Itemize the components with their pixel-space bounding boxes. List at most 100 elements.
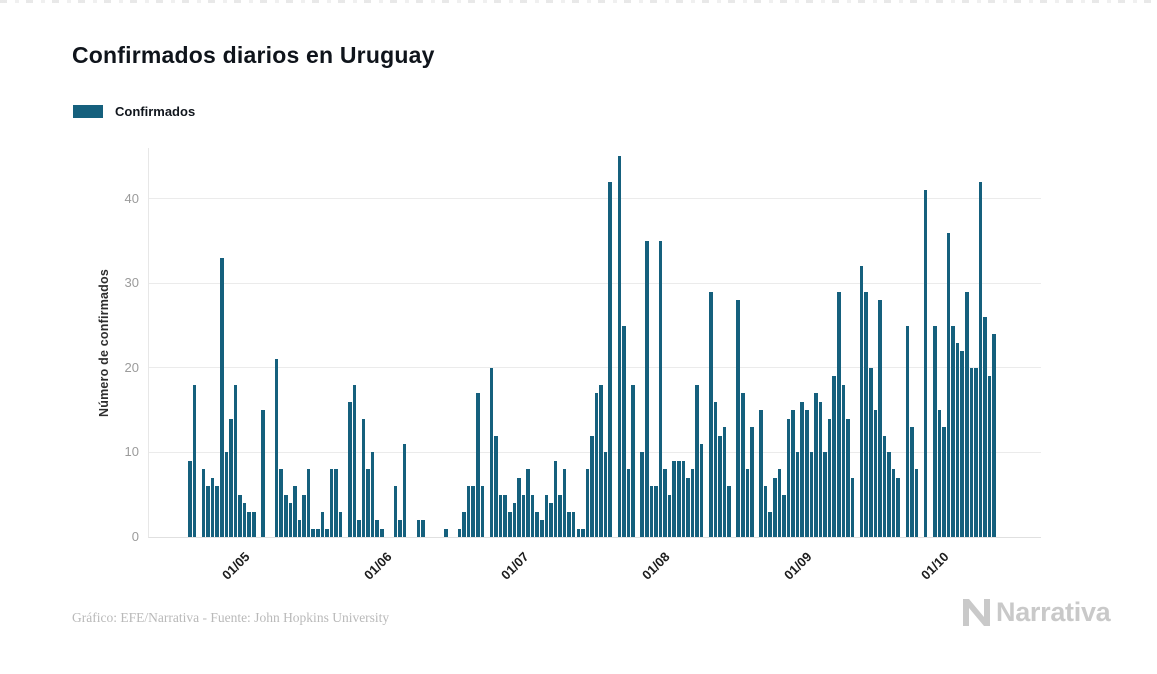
bar-day-42 [375,520,379,537]
bar-day-62 [466,486,471,537]
bar-day-73 [517,477,521,537]
bar-day-160 [914,469,919,537]
bar-day-143 [837,291,841,537]
y-tick-label-0: 0 [131,529,139,544]
bar-day-43 [379,528,384,537]
bar-day-172 [969,367,974,537]
bar-day-70 [503,494,507,537]
bar-day-144 [841,384,846,537]
bar-day-135 [800,401,805,537]
bar-day-129 [773,477,777,537]
bar-day-61 [462,511,466,537]
bar-day-146 [850,477,855,537]
bar-day-1 [188,460,192,537]
bar-day-131 [782,494,786,537]
bar-day-139 [818,401,823,537]
bar-day-15 [251,511,256,537]
bar-day-86 [576,528,581,537]
bar-day-127 [763,486,768,537]
bar-day-48 [402,443,407,537]
bar-day-141 [827,418,832,537]
x-tick-label-01-08: 01/08 [639,549,674,583]
bar-day-104 [658,241,663,537]
bar-day-71 [507,511,512,537]
bar-day-13 [242,503,247,537]
bar-day-51 [416,520,421,537]
bar-day-124 [750,427,754,537]
bar-day-110 [686,477,690,537]
bar-day-8 [219,257,224,537]
y-axis-title: Número de confirmados [97,268,111,417]
bar-day-155 [891,469,896,537]
bar-day-81 [553,460,558,537]
source-credit: Gráfico: EFE/Narrativa - Fuente: John Ho… [72,610,390,625]
bar-day-9 [224,452,229,537]
legend-swatch [73,105,103,118]
bar-day-173 [974,367,978,537]
bar-day-79 [544,494,549,537]
bar-day-106 [667,494,672,537]
bar-day-158 [905,325,910,537]
narrativa-logo: Narrativa [963,597,1111,627]
bar-day-92 [603,452,608,537]
bar-day-164 [933,325,937,537]
bar-day-23 [288,503,293,537]
bar-day-176 [987,376,992,537]
bar-day-145 [846,418,850,537]
bar-day-29 [315,528,320,537]
bar-day-140 [823,452,827,537]
bar-day-93 [608,181,613,537]
bar-day-91 [599,384,603,537]
bar-day-148 [859,266,864,537]
gridline-40 [149,198,1041,200]
bar-day-98 [631,384,635,537]
bar-day-159 [910,427,914,537]
bar-day-2 [192,384,197,537]
bar-day-64 [475,393,480,537]
bar-day-149 [864,291,868,537]
y-tick-label-30: 30 [124,275,139,291]
bar-day-117 [718,435,722,537]
bar-day-74 [521,494,526,537]
bar-day-89 [590,435,594,537]
bar-day-138 [814,393,818,537]
bar-day-169 [955,342,960,537]
bar-day-137 [809,452,814,537]
bar-day-88 [585,469,590,537]
bar-day-121 [736,300,741,537]
bar-day-101 [645,241,649,537]
bar-day-150 [869,367,873,537]
bar-day-174 [978,181,983,537]
bar-day-109 [681,460,686,537]
bar-day-130 [777,469,782,537]
bar-day-47 [398,520,402,537]
bar-day-90 [594,393,599,537]
bar-day-78 [539,520,544,537]
bar-day-24 [293,486,297,537]
bar-day-52 [421,520,425,537]
gridline-30 [149,282,1041,284]
bar-day-167 [946,232,951,537]
y-tick-label-10: 10 [124,444,139,460]
narrativa-n-icon [963,598,990,626]
page-title: Confirmados diarios en Uruguay [72,42,435,68]
bar-chart-plot-area: Número de confirmados 0 10 20 30 40 01/05 01/0… [97,148,1041,583]
bar-day-116 [713,401,718,537]
bar-day-63 [471,486,475,537]
bar-day-10 [229,418,233,537]
bar-day-152 [878,300,882,537]
bar-day-170 [960,350,964,537]
bar-day-60 [457,528,462,537]
bar-day-113 [699,443,704,537]
y-tick-label-20: 20 [124,359,139,375]
bar-day-34 [338,511,343,537]
bar-day-87 [581,528,585,537]
bar-day-168 [951,325,955,537]
bar-day-85 [571,511,576,537]
bar-day-68 [494,435,498,537]
bar-day-96 [622,325,626,537]
bar-day-154 [887,452,891,537]
bar-day-165 [937,410,942,537]
bar-day-83 [562,469,567,537]
bar-day-41 [370,452,375,537]
